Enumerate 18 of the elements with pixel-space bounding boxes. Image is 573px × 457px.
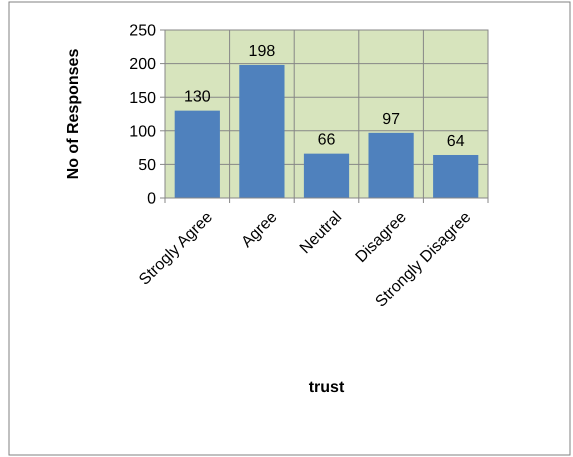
bar bbox=[174, 110, 220, 198]
data-label: 198 bbox=[248, 42, 276, 60]
y-tick-label: 200 bbox=[129, 56, 156, 74]
bar bbox=[433, 154, 478, 198]
y-tick-label: 0 bbox=[147, 190, 156, 208]
y-axis-title: No of Responses bbox=[65, 48, 82, 180]
bar bbox=[239, 64, 285, 198]
x-axis-title: trust bbox=[308, 379, 345, 396]
y-tick-label: 150 bbox=[129, 90, 156, 107]
y-tick-label: 250 bbox=[129, 22, 156, 40]
y-tick-label: 50 bbox=[138, 157, 156, 174]
data-label: 130 bbox=[184, 88, 211, 106]
data-label: 97 bbox=[382, 110, 400, 128]
y-tick-label: 100 bbox=[129, 123, 156, 140]
data-label: 64 bbox=[446, 132, 465, 150]
bar bbox=[368, 132, 414, 198]
bar bbox=[304, 154, 350, 198]
data-label: 66 bbox=[318, 132, 336, 149]
